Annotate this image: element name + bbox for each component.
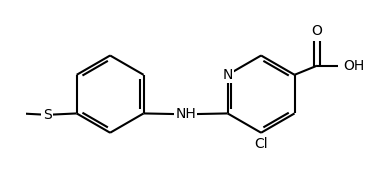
Text: S: S bbox=[13, 106, 21, 120]
Text: S: S bbox=[0, 107, 5, 120]
Text: S: S bbox=[10, 107, 18, 120]
Text: S: S bbox=[43, 108, 52, 121]
Text: S: S bbox=[7, 107, 15, 120]
Text: NH: NH bbox=[175, 107, 196, 121]
Text: O: O bbox=[312, 24, 322, 38]
Text: OH: OH bbox=[343, 59, 364, 73]
Text: S: S bbox=[43, 108, 52, 122]
Text: S: S bbox=[10, 107, 18, 120]
Text: Cl: Cl bbox=[254, 137, 268, 151]
Text: S: S bbox=[43, 108, 52, 122]
Text: N: N bbox=[223, 68, 233, 82]
